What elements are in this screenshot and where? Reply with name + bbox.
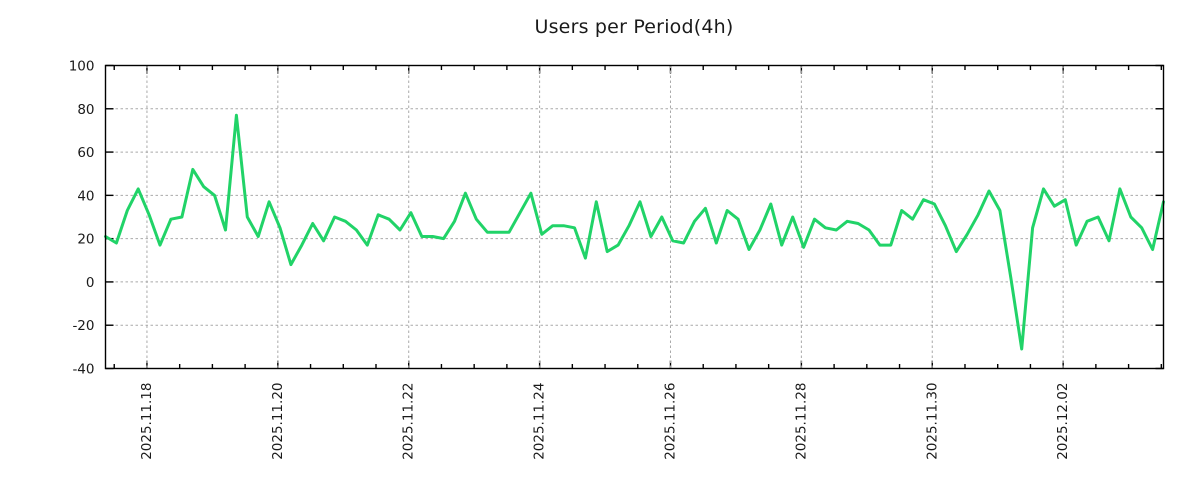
x-tick-label: 2025.12.02: [1055, 383, 1071, 460]
x-tick-label: 2025.11.30: [924, 383, 940, 460]
y-tick-label: -40: [72, 362, 94, 378]
plot-border: [104, 64, 1165, 370]
x-tick-label: 2025.11.26: [662, 383, 678, 460]
chart-title: Users per Period(4h): [534, 16, 734, 38]
y-tick-label: 40: [77, 188, 94, 204]
y-tick-label: 100: [69, 59, 95, 75]
x-tick-label: 2025.11.24: [532, 383, 548, 460]
x-tick-label: 2025.11.20: [270, 383, 286, 460]
y-tick-label: 60: [77, 145, 94, 161]
x-tick-label: 2025.11.28: [793, 383, 809, 460]
y-tick-label: -20: [72, 318, 94, 334]
x-tick-label: 2025.11.18: [139, 383, 155, 460]
series-line: [104, 113, 1165, 351]
y-tick-label: 20: [77, 232, 94, 248]
y-tick-label: 0: [86, 275, 95, 291]
y-tick-label: 80: [77, 102, 94, 118]
x-tick-label: 2025.11.22: [401, 383, 417, 460]
